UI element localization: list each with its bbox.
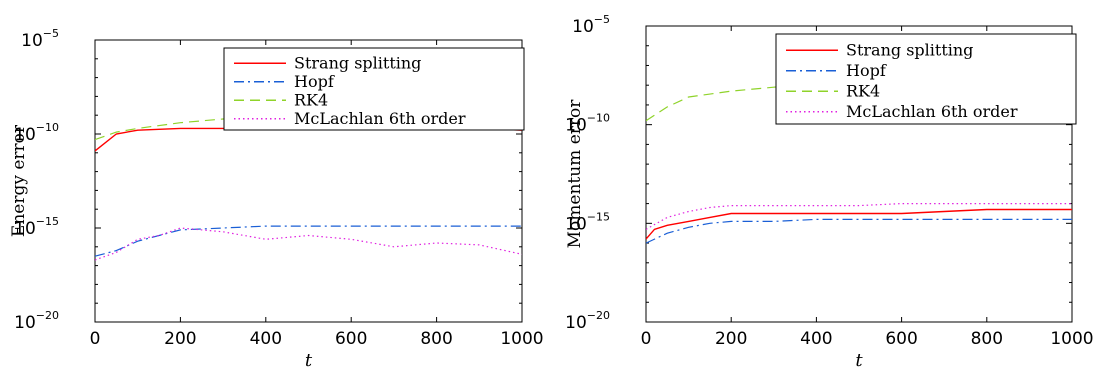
y-tick-label: 10−10 xyxy=(14,121,59,145)
series-line-strang-splitting xyxy=(95,127,522,152)
legend-label: Strang splitting xyxy=(294,53,421,72)
x-tick-label: 200 xyxy=(715,329,747,349)
legend-label: Hopf xyxy=(846,61,887,80)
x-tick-label: 400 xyxy=(250,329,282,349)
x-tick-label: 200 xyxy=(164,329,196,349)
y-tick-label: 10−5 xyxy=(572,13,610,37)
y-axis-label: Energy error xyxy=(9,124,29,237)
energy-error-panel: 0 200 400 600 800 1000 10−5 10−10 10−15 10−20 t Ene… xyxy=(9,27,544,371)
axes-frame xyxy=(94,39,523,323)
y-tick-label: 10−15 xyxy=(14,215,59,239)
legend-label: RK4 xyxy=(294,90,328,109)
series-line-mclachlan-6th-order xyxy=(95,227,522,261)
y-tick-label: 10−20 xyxy=(565,309,610,333)
x-axis-label: t xyxy=(305,350,313,371)
series-line-strang-splitting xyxy=(646,208,1072,240)
y-tick-label: 10−15 xyxy=(565,210,610,234)
legend-label: RK4 xyxy=(846,81,880,100)
legend-label: McLachlan 6th order xyxy=(846,102,1018,121)
y-tick-label: 10−10 xyxy=(565,112,610,136)
series-line-mclachlan-6th-order xyxy=(646,203,1072,230)
y-tick-label: 10−20 xyxy=(14,309,59,333)
y-tick-label: 10−5 xyxy=(21,27,59,51)
legend-label: Strang splitting xyxy=(846,40,973,59)
legend-label: McLachlan 6th order xyxy=(294,109,466,128)
x-tick-label: 800 xyxy=(420,329,452,349)
x-tick-label: 1000 xyxy=(1050,329,1093,349)
momentum-error-panel: 0 200 400 600 800 1000 10−5 10−10 10−15 10−20 t Mom… xyxy=(565,13,1094,371)
x-tick-label: 600 xyxy=(885,329,917,349)
series-line-hopf xyxy=(95,225,522,257)
x-tick-label: 0 xyxy=(90,329,101,349)
x-axis-label: t xyxy=(855,350,863,371)
x-tick-label: 0 xyxy=(641,329,652,349)
x-tick-label: 400 xyxy=(800,329,832,349)
legend-box xyxy=(775,33,1077,125)
x-tick-label: 600 xyxy=(335,329,367,349)
legend-box xyxy=(223,47,525,131)
y-axis-label: Momentum error xyxy=(565,99,585,249)
x-tick-label: 800 xyxy=(971,329,1003,349)
x-tick-label: 1000 xyxy=(500,329,543,349)
axes-frame xyxy=(645,25,1073,323)
series-line-hopf xyxy=(646,218,1072,244)
legend-label: Hopf xyxy=(294,72,335,91)
